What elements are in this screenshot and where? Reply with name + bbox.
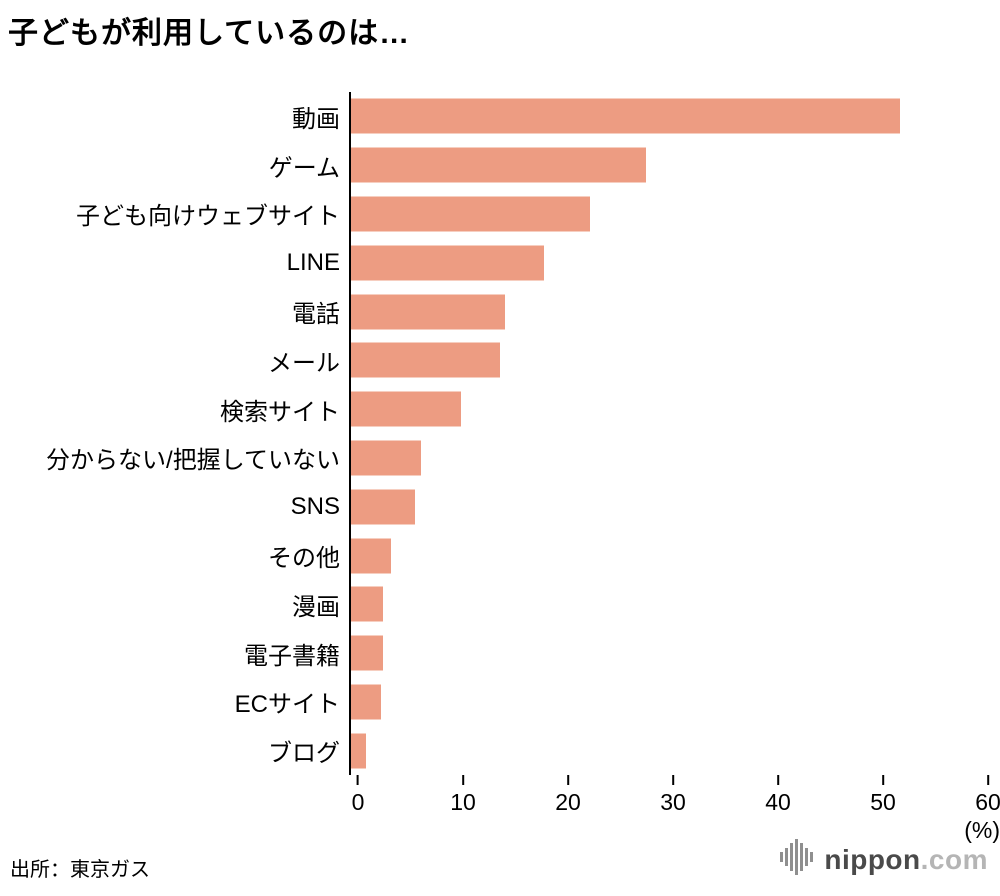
x-tick-mark xyxy=(567,775,569,786)
x-tick-mark xyxy=(777,775,779,786)
x-tick-label: 10 xyxy=(450,789,476,816)
bar-track xyxy=(349,628,988,678)
chart-title: 子どもが利用しているのは… xyxy=(8,17,411,50)
category-label: ECサイト xyxy=(234,691,340,719)
x-tick: 60 xyxy=(975,775,1000,816)
chart-row: その他 xyxy=(8,531,988,580)
x-tick-mark xyxy=(462,775,464,786)
x-tick: 40 xyxy=(765,775,791,816)
chart-row: ゲーム xyxy=(8,140,988,190)
bar-track xyxy=(349,384,988,434)
category-label: 検索サイト xyxy=(220,398,340,426)
chart-row: 電子書籍 xyxy=(8,628,988,678)
chart-row: 検索サイト xyxy=(8,384,988,434)
bar-track xyxy=(349,433,988,483)
bar xyxy=(351,440,422,476)
bar-track xyxy=(349,92,988,141)
x-tick-mark xyxy=(672,775,674,786)
bar xyxy=(351,635,383,671)
category-label: 子ども向けウェブサイト xyxy=(76,203,340,231)
bar xyxy=(351,489,415,525)
bar xyxy=(351,294,505,330)
x-tick-label: 30 xyxy=(660,789,686,816)
bar xyxy=(351,733,366,769)
category-label: ブログ xyxy=(268,740,340,768)
x-tick: 50 xyxy=(870,775,896,816)
bar-track xyxy=(349,140,988,190)
x-tick-label: 20 xyxy=(555,789,581,816)
bar xyxy=(351,586,383,622)
x-tick-label: 40 xyxy=(765,789,791,816)
x-axis-unit-label: (%) xyxy=(964,817,1000,844)
bar xyxy=(351,98,900,134)
nippon-com-logo: nippon .com xyxy=(780,839,988,880)
category-label: LINE xyxy=(286,248,340,276)
soundbars-logo-icon xyxy=(780,839,814,880)
bar-track xyxy=(349,579,988,629)
brand-name: nippon xyxy=(824,843,921,875)
x-tick: 20 xyxy=(555,775,581,816)
bar-track xyxy=(349,287,988,336)
chart-row: 動画 xyxy=(8,92,988,141)
chart-row: 漫画 xyxy=(8,579,988,629)
bar xyxy=(351,245,545,281)
chart-row: 分からない/把握していない xyxy=(8,433,988,483)
bar xyxy=(351,538,392,574)
x-tick-mark xyxy=(356,775,359,786)
brand-tld: .com xyxy=(920,843,988,875)
bar xyxy=(351,147,647,183)
x-tick-label: 50 xyxy=(870,789,896,816)
bar xyxy=(351,391,462,427)
chart-row: ブログ xyxy=(8,726,988,776)
x-tick-label: 0 xyxy=(351,789,365,816)
bar-track xyxy=(349,726,988,776)
category-label: 電話 xyxy=(292,301,340,329)
category-label: 分からない/把握していない xyxy=(46,447,340,475)
x-axis: 0 10 20 30 40 50 60 (%) xyxy=(352,775,1000,845)
category-label: 電子書籍 xyxy=(244,642,340,670)
chart-row: ECサイト xyxy=(8,677,988,727)
bar-track xyxy=(349,531,988,580)
bar-track xyxy=(349,482,988,532)
bar xyxy=(351,196,590,232)
x-tick: 10 xyxy=(450,775,476,816)
x-tick-label: 60 xyxy=(975,789,1000,816)
x-tick: 0 xyxy=(351,775,365,816)
bar-chart: 動画ゲーム子ども向けウェブサイト LINE 電話メール検索サイト分からない/把握して… xyxy=(8,92,1000,845)
chart-row: SNS xyxy=(8,482,988,532)
chart-row: 電話 xyxy=(8,287,988,336)
chart-row: メール xyxy=(8,335,988,385)
x-tick: 30 xyxy=(660,775,686,816)
chart-row: LINE xyxy=(8,238,988,288)
category-label: SNS xyxy=(290,492,340,520)
bar-track xyxy=(349,335,988,385)
bar xyxy=(351,684,381,720)
category-label: ゲーム xyxy=(268,154,340,182)
category-label: その他 xyxy=(268,545,340,573)
chart-rows: 動画ゲーム子ども向けウェブサイト LINE 電話メール検索サイト分からない/把握して… xyxy=(8,92,988,776)
chart-row: 子ども向けウェブサイト xyxy=(8,189,988,239)
source-note: 出所：東京ガス xyxy=(10,859,150,881)
x-tick-mark xyxy=(987,775,989,786)
bar-track xyxy=(349,238,988,288)
category-label: メール xyxy=(268,349,340,377)
bar-track xyxy=(349,189,988,239)
bar xyxy=(351,342,500,378)
bar-track xyxy=(349,677,988,727)
category-label: 動画 xyxy=(292,105,340,133)
x-tick-mark xyxy=(882,775,884,786)
category-label: 漫画 xyxy=(292,593,340,621)
